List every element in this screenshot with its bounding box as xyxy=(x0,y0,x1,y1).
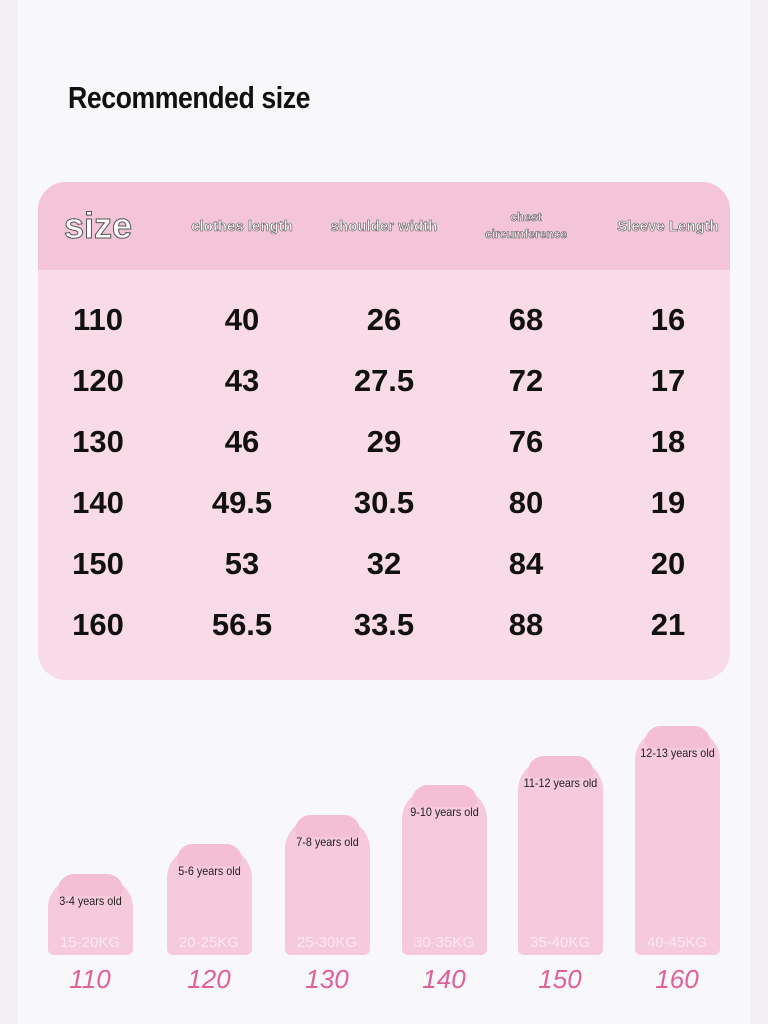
table-cell: 21 xyxy=(650,607,686,642)
table-cell: 33.5 xyxy=(353,607,415,642)
table-cell: 56.5 xyxy=(211,607,273,642)
table-cell: 16 xyxy=(650,302,686,337)
size-label: 140 xyxy=(422,964,466,994)
size-table: size clothes length shoulder width chest ci… xyxy=(38,182,730,680)
table-cell: 88 xyxy=(508,607,544,642)
table-cell: 30.5 xyxy=(353,485,415,520)
table-cell: 17 xyxy=(650,363,686,398)
column-header: chest circumference xyxy=(484,210,568,241)
column-header: size xyxy=(63,204,133,246)
table-cell: 29 xyxy=(366,424,402,459)
table-cell: 160 xyxy=(72,607,124,642)
table-cell: 40 xyxy=(224,302,260,337)
size-figure: 5-6 years old 20-25KG xyxy=(166,844,252,955)
table-cell: 18 xyxy=(650,424,686,459)
table-cell: 68 xyxy=(508,302,544,337)
figure-cap xyxy=(176,844,242,867)
size-label: 110 xyxy=(69,964,111,994)
age-label: 7-8 years old xyxy=(295,834,359,849)
table-cell: 53 xyxy=(224,546,260,581)
table-cell: 140 xyxy=(72,485,124,520)
table-header: size clothes length shoulder width chest ci… xyxy=(38,182,730,270)
table-cell: 46 xyxy=(224,424,260,459)
size-figure: 7-8 years old 25-30KG xyxy=(284,814,370,955)
weight-label: 35-40KG xyxy=(529,933,591,951)
table-cell: 43 xyxy=(224,363,260,398)
table-cell: 32 xyxy=(366,546,402,581)
table-cell: 110 xyxy=(72,302,123,337)
age-label: 11-12 years old xyxy=(523,775,597,790)
table-cell: 150 xyxy=(72,546,124,581)
column-header: Sleeve Length xyxy=(617,217,719,235)
size-figure: 11-12 years old 35-40KG xyxy=(517,755,603,955)
size-label: 160 xyxy=(655,964,699,994)
weight-label: 15-20KG xyxy=(59,934,121,951)
table-cell: 20 xyxy=(650,546,686,581)
table-cell: 27.5 xyxy=(353,363,415,398)
table-cell: 130 xyxy=(72,424,124,459)
table-cell: 76 xyxy=(508,424,544,459)
table-cell: 84 xyxy=(508,546,544,581)
size-label: 150 xyxy=(538,964,582,994)
column-header: shoulder width xyxy=(330,217,438,235)
figure-cap xyxy=(644,726,710,748)
figure-cap xyxy=(57,874,123,896)
weight-label: 30-35KG xyxy=(413,933,475,951)
table-cell: 72 xyxy=(508,363,544,398)
size-label: 130 xyxy=(305,964,349,994)
size-label: 120 xyxy=(187,964,231,994)
age-label: 12-13 years old xyxy=(639,746,715,760)
table-cell: 80 xyxy=(508,485,544,520)
age-label: 3-4 years old xyxy=(58,894,122,908)
table-cell: 26 xyxy=(366,302,402,337)
figure-cap xyxy=(527,755,593,778)
size-figure: 3-4 years old 15-20KG xyxy=(47,874,133,955)
title: Recommended size xyxy=(68,80,311,115)
age-label: 9-10 years old xyxy=(409,805,479,820)
weight-label: 25-30KG xyxy=(296,933,358,951)
weight-label: 20-25KG xyxy=(178,933,240,951)
weight-label: 40-45KG xyxy=(646,934,708,951)
column-header: clothes length xyxy=(191,217,293,235)
size-figure: 9-10 years old 30-35KG xyxy=(401,785,487,955)
figure-cap xyxy=(294,814,360,837)
figure-cap xyxy=(411,785,477,808)
table-cell: 120 xyxy=(72,363,124,398)
table-cell: 49.5 xyxy=(211,485,273,520)
size-figure: 12-13 years old 40-45KG xyxy=(634,726,720,955)
table-cell: 19 xyxy=(650,485,686,520)
age-label: 5-6 years old xyxy=(177,864,241,879)
